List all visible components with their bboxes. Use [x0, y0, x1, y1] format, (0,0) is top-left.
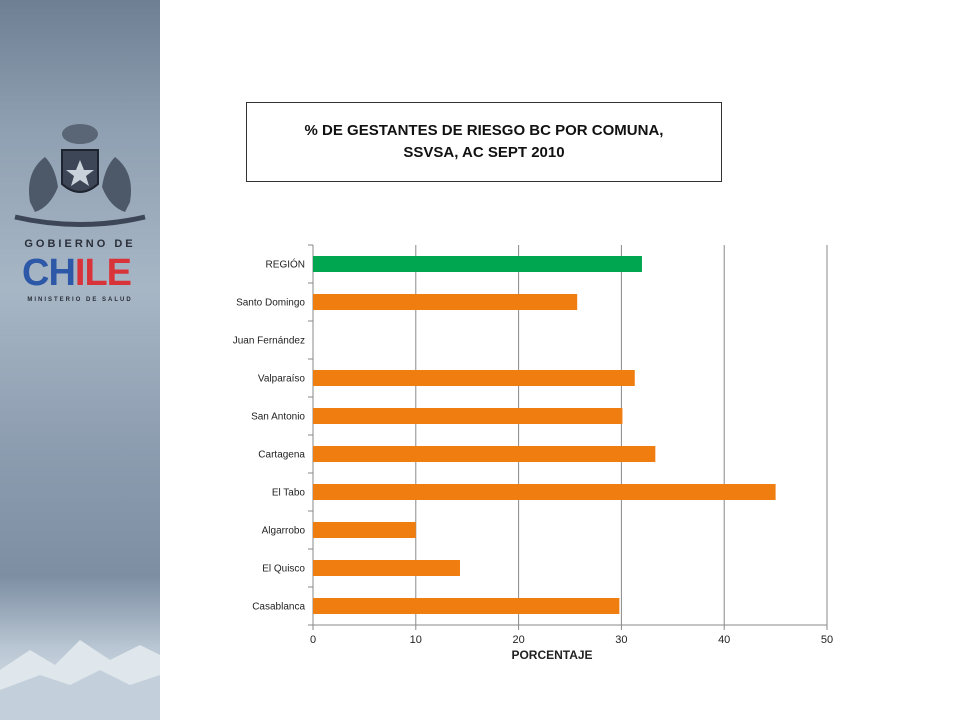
y-category-label: El Quisco	[262, 564, 305, 575]
y-category-label: Santo Domingo	[236, 298, 305, 309]
bar	[313, 408, 623, 424]
y-category-label: Algarrobo	[262, 526, 306, 537]
ministerio-label: MINISTERIO DE SALUD	[27, 297, 133, 303]
y-category-label: Juan Fernández	[233, 336, 305, 347]
bar	[313, 294, 578, 310]
mountain-decoration	[0, 640, 160, 720]
chile-logo-ch: CH	[22, 252, 76, 294]
chart-title-line1: % DE GESTANTES DE RIESGO BC POR COMUNA,	[304, 122, 664, 139]
x-tick-label: 0	[310, 634, 316, 646]
bar	[313, 446, 656, 462]
bar	[313, 522, 416, 538]
y-category-label: Casablanca	[252, 602, 305, 613]
chile-logo-text: CHILE	[22, 252, 142, 294]
bar	[313, 560, 461, 576]
x-tick-label: 10	[410, 634, 422, 646]
y-category-label: Valparaíso	[258, 374, 306, 385]
x-tick-label: 40	[718, 634, 730, 646]
bar	[313, 484, 776, 500]
bar	[313, 370, 635, 386]
x-tick-label: 50	[821, 634, 833, 646]
gobierno-label: GOBIERNO DE	[24, 238, 136, 250]
y-category-label: El Tabo	[272, 488, 306, 499]
coat-of-arms-emblem	[14, 124, 146, 227]
y-category-label: REGIÓN	[266, 258, 305, 271]
chart-title-box: % DE GESTANTES DE RIESGO BC POR COMUNA, …	[246, 102, 722, 182]
bar	[313, 598, 620, 614]
chart-title-line2: SSVSA, AC SEPT 2010	[403, 144, 565, 161]
bar	[313, 256, 642, 272]
sidebar-background: GOBIERNO DE CHILE MINISTERIO DE SALUD	[0, 0, 160, 720]
x-tick-label: 30	[615, 634, 627, 646]
x-tick-label: 20	[512, 634, 524, 646]
chile-logo-ile: ILE	[74, 252, 132, 294]
y-category-label: Cartagena	[258, 450, 305, 461]
x-axis-title: PORCENTAJE	[511, 648, 592, 662]
y-category-label: San Antonio	[251, 412, 305, 423]
